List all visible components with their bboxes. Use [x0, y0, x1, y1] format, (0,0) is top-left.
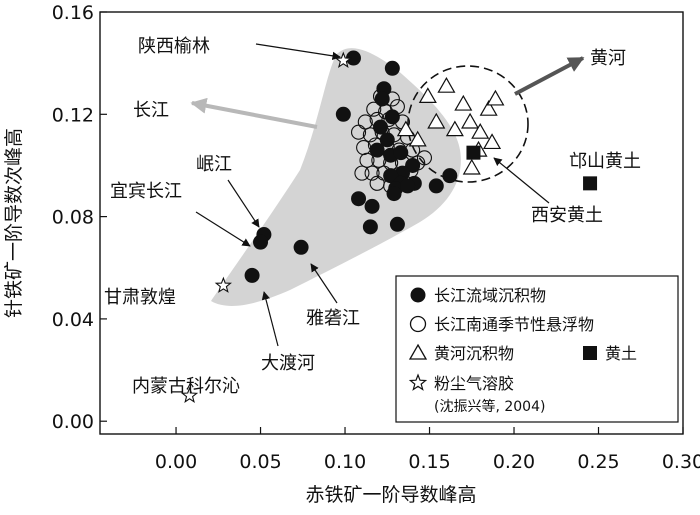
point-open-circle-10 [362, 127, 378, 143]
point-open-circle-24 [364, 165, 380, 181]
legend-box [395, 275, 679, 423]
point-filled-square-1 [583, 176, 598, 191]
annotation-label-shaanxi-yulin: 陕西榆林 [138, 36, 210, 57]
legend-label-loess: 黄土 [605, 344, 637, 363]
point-open-triangle-1 [454, 94, 473, 111]
point-open-star-1 [214, 276, 232, 293]
legend-marker-open-circle [409, 315, 427, 333]
point-filled-square-0 [466, 145, 481, 160]
point-open-triangle-0 [418, 87, 437, 103]
point-filled-circle-23 [362, 219, 378, 235]
legend-label-dust-aerosol: 粉尘气溶胶 [434, 374, 514, 393]
x-tick-label-5: 0.25 [577, 451, 619, 473]
point-open-triangle-11 [483, 133, 502, 150]
point-filled-circle-18 [400, 178, 416, 194]
point-open-circle-31 [354, 165, 370, 181]
point-open-triangle-7 [445, 120, 464, 137]
annotation-label-xian-loess: 西安黄土 [531, 205, 603, 226]
point-open-triangle-8 [471, 122, 490, 139]
annotations: 陕西榆林 岷江 宜宾长江 甘肃敦煌 大渡河 雅砻江 内蒙古科尔沁 西安黄土 邙山… [104, 36, 641, 397]
legend-marker-filled-square [583, 346, 597, 360]
point-open-triangle-3 [479, 99, 498, 116]
point-filled-circle-0 [345, 50, 361, 66]
legend-note-reference: (沈振兴等, 2004) [434, 398, 545, 415]
point-filled-circle-10 [393, 145, 409, 161]
x-tick-label-0: 0.00 [155, 451, 197, 473]
yangtze-arrow [190, 97, 318, 129]
y-tick-label-3: 0.12 [52, 104, 94, 126]
annotation-arrow-yalongjiang [310, 263, 338, 304]
x-tick-label-2: 0.10 [324, 451, 366, 473]
x-axis-title: 赤铁矿一阶导数峰高 [305, 484, 476, 506]
legend-label-yellow-river-sediment: 黄河沉积物 [434, 344, 514, 363]
point-filled-circle-22 [364, 198, 380, 214]
x-tick-label-4: 0.20 [493, 451, 535, 473]
point-filled-circle-7 [379, 132, 395, 148]
annotation-arrow-daduhe [261, 291, 279, 347]
x-axis-ticks: 0.00 0.05 0.10 0.15 0.20 0.25 0.30 [155, 427, 700, 473]
y-axis-ticks: 0.00 0.04 0.08 0.12 0.16 [52, 2, 107, 433]
y-axis-title: 针铁矿一阶导数次峰高 [3, 128, 25, 318]
y-tick-label-4: 0.16 [52, 2, 94, 24]
point-filled-circle-19 [428, 178, 444, 194]
point-open-triangle-13 [462, 158, 481, 175]
annotation-arrow-minjiang [227, 179, 260, 228]
point-open-triangle-10 [408, 130, 427, 147]
legend-marker-open-triangle [408, 343, 428, 360]
point-filled-circle-8 [369, 142, 385, 158]
point-filled-circle-3 [374, 91, 390, 107]
y-tick-label-1: 0.04 [52, 309, 94, 331]
annotation-arrow-shaanxi-yulin [255, 43, 341, 60]
point-filled-circle-26 [253, 234, 269, 250]
x-tick-label-3: 0.15 [408, 451, 450, 473]
annotation-arrow-xian-loess [493, 157, 550, 204]
point-filled-circle-6 [373, 119, 389, 135]
point-filled-circle-1 [384, 60, 400, 76]
x-tick-label-1: 0.05 [239, 451, 281, 473]
legend: 长江流域沉积物 长江南通季节性悬浮物 黄河沉积物 黄土 粉尘气溶胶 (沈振兴等,… [395, 275, 679, 423]
point-open-star-2 [180, 386, 199, 403]
point-filled-circle-17 [386, 186, 402, 202]
plot-frame [99, 11, 684, 435]
yangtze-label: 长江 [133, 100, 169, 121]
point-filled-circle-21 [351, 191, 367, 207]
point-open-triangle-9 [396, 120, 415, 137]
point-filled-circle-24 [389, 216, 405, 232]
point-open-circle-2 [366, 101, 382, 117]
legend-marker-open-star [408, 373, 428, 391]
yellow-river-field [407, 65, 529, 183]
annotation-label-mangshan-loess: 邙山黄土 [569, 151, 641, 172]
annotation-label-neimenggu-keerqin: 内蒙古科尔沁 [132, 376, 240, 397]
point-open-triangle-6 [461, 112, 480, 129]
x-tick-label-6: 0.30 [662, 451, 700, 473]
annotation-label-gansu-dunhuang: 甘肃敦煌 [104, 287, 176, 308]
legend-label-nantong-suspended: 长江南通季节性悬浮物 [434, 315, 594, 334]
annotation-arrow-yibin-changjiang [195, 211, 251, 247]
point-open-triangle-2 [437, 76, 456, 93]
y-tick-label-2: 0.08 [52, 207, 94, 229]
legend-marker-filled-circle [410, 287, 426, 303]
data-points [180, 50, 598, 403]
yangtze-field [211, 48, 461, 306]
point-open-circle-19 [359, 152, 375, 168]
annotation-label-yalongjiang: 雅砻江 [306, 308, 360, 329]
annotation-label-minjiang: 岷江 [196, 154, 232, 175]
annotation-label-yibin-changjiang: 宜宾长江 [110, 181, 182, 202]
y-tick-label-0: 0.00 [52, 411, 94, 433]
yellow-river-label: 黄河 [590, 48, 626, 69]
legend-label-yangtze-sediment: 长江流域沉积物 [434, 286, 546, 305]
point-filled-circle-5 [384, 109, 400, 125]
point-filled-circle-4 [335, 106, 351, 122]
yellow-river-arrow [514, 56, 585, 96]
annotation-label-daduhe: 大渡河 [261, 353, 315, 374]
point-filled-circle-28 [244, 267, 260, 283]
point-open-triangle-4 [486, 89, 505, 106]
point-filled-circle-20 [442, 168, 458, 184]
point-open-triangle-5 [427, 112, 446, 129]
point-open-circle-9 [350, 124, 367, 140]
point-filled-circle-27 [293, 239, 309, 255]
